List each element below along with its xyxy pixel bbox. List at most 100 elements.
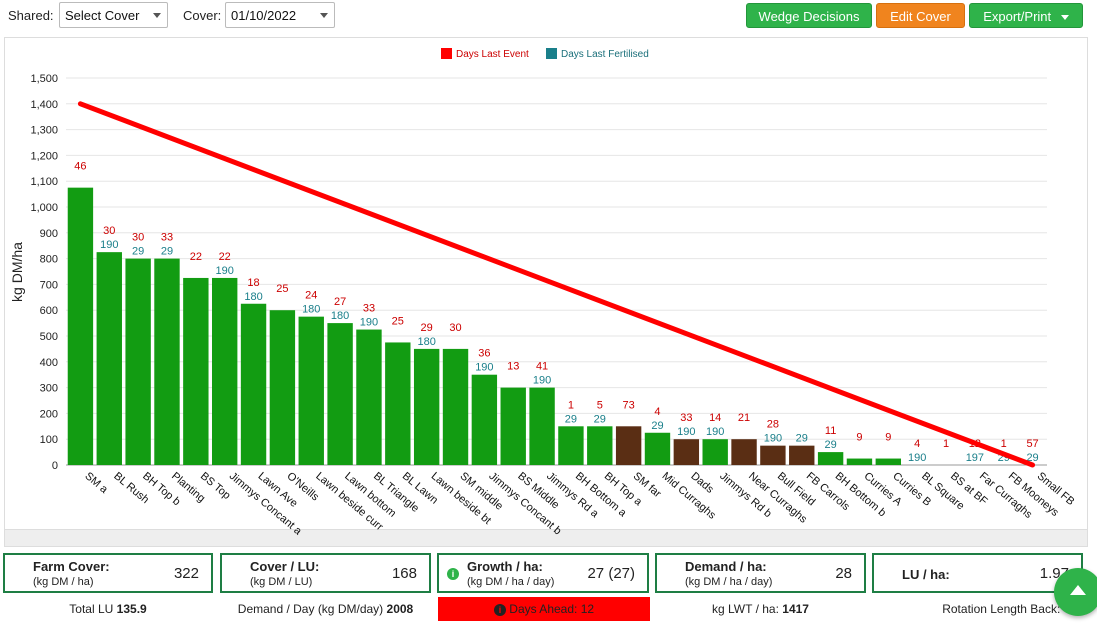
bar-19 xyxy=(615,426,642,465)
data-labels: 46 190 30 29 30 29 33 22 190 22 180 18 25 180 24 180 27 1… xyxy=(74,161,1038,464)
scroll-to-top-button[interactable] xyxy=(1054,568,1097,616)
days-last-fertilised-label: 29 xyxy=(565,413,577,425)
kg-lwt-label: kg LWT / ha: xyxy=(712,602,779,616)
days-last-event-label: 30 xyxy=(132,232,144,244)
days-last-fertilised-label: 190 xyxy=(475,362,493,374)
days-last-fertilised-label: 29 xyxy=(594,413,606,425)
chart-bars xyxy=(67,187,902,465)
days-last-fertilised-label: 190 xyxy=(706,426,724,438)
days-last-fertilised-label: 197 xyxy=(966,452,984,464)
days-last-event-label: 30 xyxy=(103,225,115,237)
days-last-fertilised-label: 29 xyxy=(651,420,663,432)
days-last-fertilised-label: 190 xyxy=(216,265,234,277)
growth-unit: (kg DM / ha / day) xyxy=(467,576,555,588)
chart-panel-footer xyxy=(4,529,1088,547)
bar-15 xyxy=(500,387,526,465)
info-icon: i xyxy=(493,603,506,616)
days-last-fertilised-label: 180 xyxy=(244,291,262,303)
chevron-down-icon xyxy=(153,13,161,18)
wedge-decisions-button[interactable]: Wedge Decisions xyxy=(746,3,872,28)
demand-per-day-label: Demand / Day (kg DM/day) xyxy=(237,602,384,616)
bar-5 xyxy=(211,277,238,465)
days-last-event-label: 9 xyxy=(856,432,862,444)
lu-per-ha-card: LU / ha: 1.97 xyxy=(872,553,1083,593)
rotation-length: Rotation Length Back: 40 xyxy=(872,597,1083,621)
days-last-event-label: 33 xyxy=(680,412,692,424)
grass-wedge-chart: 0 100 200 300 400 500 600 700 800 900 1,000 1,100 1,… xyxy=(9,48,1077,538)
rotation-length-label: Rotation Length Back: xyxy=(942,602,1061,616)
days-last-event-label: 1 xyxy=(943,438,949,450)
days-last-event-label: 25 xyxy=(276,283,288,295)
total-lu-label: Total LU xyxy=(69,602,114,616)
days-ahead-banner: i Days Ahead: 12 xyxy=(438,597,650,621)
y-tick-label: 0 xyxy=(52,460,58,472)
days-last-fertilised-label: 190 xyxy=(533,375,551,387)
farm-cover-unit: (kg DM / ha) xyxy=(33,576,94,588)
bar-14 xyxy=(471,374,498,465)
days-last-fertilised-label: 29 xyxy=(1026,452,1038,464)
days-last-fertilised-label: 190 xyxy=(764,433,782,445)
bar-0 xyxy=(67,187,94,465)
shared-cover-select[interactable]: Select Cover xyxy=(59,2,168,28)
days-ahead-label: Days Ahead: xyxy=(509,602,578,616)
bar-24 xyxy=(760,445,786,465)
bar-20 xyxy=(644,432,671,465)
days-last-event-label: 18 xyxy=(247,277,259,289)
bar-28 xyxy=(875,458,902,465)
chart-legend: Days Last Event Days Last Fertilised xyxy=(441,48,649,60)
y-tick-label: 1,500 xyxy=(30,73,58,85)
export-print-button[interactable]: Export/Print xyxy=(969,3,1083,28)
info-icon[interactable]: i xyxy=(447,568,459,580)
days-last-event-label: 13 xyxy=(507,361,519,373)
farm-cover-title: Farm Cover: xyxy=(33,559,110,574)
days-last-fertilised-label: 190 xyxy=(100,239,118,251)
days-last-fertilised-label: 29 xyxy=(132,246,144,258)
bar-12 xyxy=(413,348,440,465)
bar-4 xyxy=(183,277,209,465)
bar-3 xyxy=(154,258,180,465)
y-tick-label: 1,200 xyxy=(30,150,58,162)
days-last-event-label: 41 xyxy=(536,361,548,373)
cover-date-value: 01/10/2022 xyxy=(231,8,297,23)
days-last-event-label: 4 xyxy=(914,438,920,450)
growth-value: 27 (27) xyxy=(587,565,635,582)
shared-label: Shared: xyxy=(8,8,54,23)
bar-22 xyxy=(702,439,728,465)
bar-18 xyxy=(587,426,613,465)
y-tick-label: 200 xyxy=(40,408,58,420)
total-lu-value: 135.9 xyxy=(116,602,147,616)
y-tick-label: 1,100 xyxy=(30,176,58,188)
farm-cover-value: 322 xyxy=(173,565,199,582)
days-last-event-label: 30 xyxy=(449,322,461,334)
arrow-up-icon xyxy=(1070,585,1086,595)
cover-per-lu-title: Cover / LU: xyxy=(250,559,320,574)
bar-9 xyxy=(327,323,353,465)
days-last-event-label: 5 xyxy=(597,399,603,411)
cover-per-lu-card: Cover / LU: (kg DM / LU) 168 xyxy=(220,553,431,593)
days-last-fertilised-label: 180 xyxy=(417,336,435,348)
bar-7 xyxy=(269,310,296,465)
edit-cover-button[interactable]: Edit Cover xyxy=(876,3,965,28)
y-axis-ticks: 0 100 200 300 400 500 600 700 800 900 1,000 1,100 1,… xyxy=(30,73,58,472)
days-last-fertilised-label: 180 xyxy=(331,310,349,322)
kg-lwt-per-ha: kg LWT / ha: 1417 xyxy=(655,597,866,621)
bar-11 xyxy=(385,342,411,465)
bar-13 xyxy=(442,348,469,465)
days-last-fertilised-label: 29 xyxy=(824,439,836,451)
cover-date-select[interactable]: 01/10/2022 xyxy=(225,2,335,28)
x-tick-label: SM a xyxy=(82,470,110,496)
y-tick-label: 400 xyxy=(40,357,58,369)
y-tick-label: 500 xyxy=(40,331,58,343)
y-axis-label: kg DM/ha xyxy=(9,242,25,302)
legend-days-last-event: Days Last Event xyxy=(456,49,529,60)
days-last-event-label: 46 xyxy=(74,161,86,173)
days-last-event-label: 29 xyxy=(421,322,433,334)
legend-days-last-fertilised: Days Last Fertilised xyxy=(561,49,649,60)
days-last-event-label: 73 xyxy=(623,399,635,411)
days-last-fertilised-label: 29 xyxy=(796,433,808,445)
bar-26 xyxy=(817,452,844,465)
y-tick-label: 900 xyxy=(40,228,58,240)
days-last-fertilised-label: 190 xyxy=(908,452,926,464)
y-tick-label: 700 xyxy=(40,279,58,291)
demand-unit: (kg DM / ha / day) xyxy=(685,576,773,588)
